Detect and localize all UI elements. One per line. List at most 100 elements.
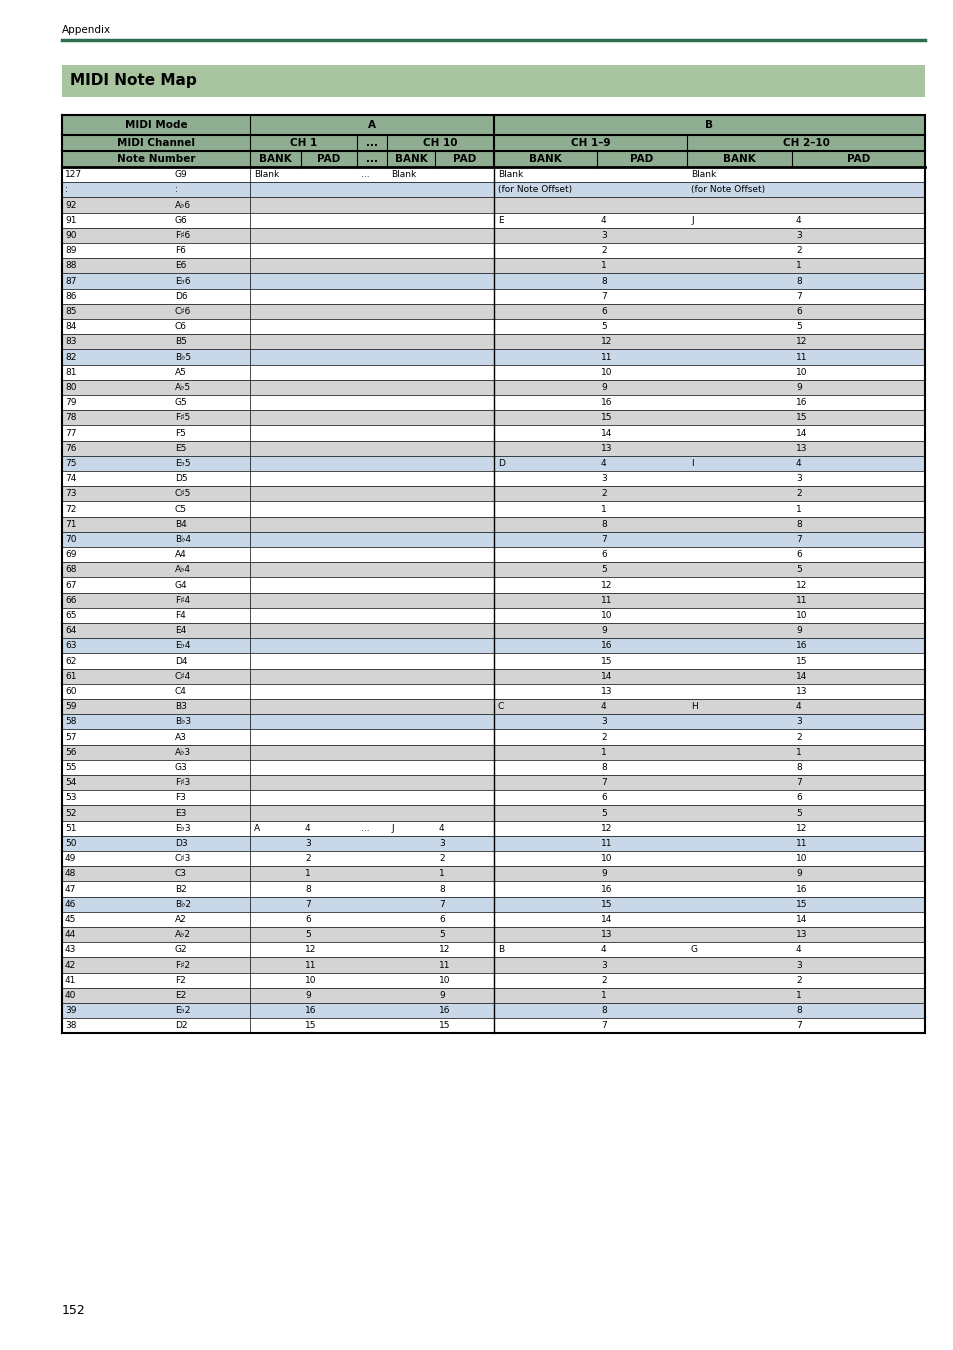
Text: B♭3: B♭3 xyxy=(174,717,191,726)
Text: 5: 5 xyxy=(795,809,801,818)
Text: 15: 15 xyxy=(795,899,806,909)
Text: 1: 1 xyxy=(600,748,606,757)
Text: E: E xyxy=(497,216,503,224)
Text: 16: 16 xyxy=(795,884,806,894)
Text: 9: 9 xyxy=(795,869,801,879)
Text: B♭2: B♭2 xyxy=(174,899,191,909)
Bar xyxy=(62,258,924,274)
Text: 8: 8 xyxy=(600,763,606,772)
Text: 12: 12 xyxy=(795,824,806,833)
Text: 2: 2 xyxy=(795,246,801,255)
Text: 14: 14 xyxy=(795,428,806,437)
Text: E♭5: E♭5 xyxy=(174,459,191,468)
Text: 58: 58 xyxy=(65,717,76,726)
Text: 4: 4 xyxy=(600,702,606,711)
Text: CH 2–10: CH 2–10 xyxy=(781,138,828,148)
Text: D2: D2 xyxy=(174,1022,188,1030)
Text: 85: 85 xyxy=(65,306,76,316)
Text: 67: 67 xyxy=(65,580,76,590)
Bar xyxy=(62,350,924,365)
Bar xyxy=(62,379,924,396)
Text: 1: 1 xyxy=(600,262,606,270)
Text: 87: 87 xyxy=(65,277,76,285)
Text: D4: D4 xyxy=(174,656,188,666)
Bar xyxy=(62,653,924,668)
Text: 15: 15 xyxy=(600,899,612,909)
Text: 66: 66 xyxy=(65,595,76,605)
Text: 7: 7 xyxy=(600,535,606,544)
Text: G2: G2 xyxy=(174,945,188,954)
Text: 13: 13 xyxy=(600,444,612,452)
Text: 38: 38 xyxy=(65,1022,76,1030)
Text: 45: 45 xyxy=(65,915,76,923)
Bar xyxy=(62,212,924,228)
Text: BANK: BANK xyxy=(259,154,292,163)
Text: 2: 2 xyxy=(305,855,311,863)
Text: 41: 41 xyxy=(65,976,76,984)
Bar xyxy=(62,942,924,957)
Text: 1: 1 xyxy=(600,991,606,1000)
Text: C4: C4 xyxy=(174,687,187,695)
Bar xyxy=(62,319,924,335)
Text: 15: 15 xyxy=(795,413,806,423)
Text: 80: 80 xyxy=(65,383,76,392)
Text: 79: 79 xyxy=(65,398,76,408)
Text: 88: 88 xyxy=(65,262,76,270)
Text: D5: D5 xyxy=(174,474,188,483)
Text: G9: G9 xyxy=(174,170,188,180)
Text: 7: 7 xyxy=(795,778,801,787)
Bar xyxy=(62,410,924,425)
Text: 1: 1 xyxy=(600,505,606,513)
Bar xyxy=(62,684,924,699)
Text: 15: 15 xyxy=(305,1022,316,1030)
Text: 11: 11 xyxy=(795,595,806,605)
Text: 86: 86 xyxy=(65,292,76,301)
Text: F♯5: F♯5 xyxy=(174,413,190,423)
Text: 4: 4 xyxy=(438,824,444,833)
Text: 54: 54 xyxy=(65,778,76,787)
Bar xyxy=(62,65,924,97)
Text: A♭3: A♭3 xyxy=(174,748,191,757)
Bar xyxy=(62,182,924,197)
Text: 10: 10 xyxy=(795,367,806,377)
Text: 11: 11 xyxy=(795,352,806,362)
Text: 2: 2 xyxy=(600,489,606,498)
Bar xyxy=(62,517,924,532)
Text: B♭4: B♭4 xyxy=(174,535,191,544)
Text: 11: 11 xyxy=(600,352,612,362)
Text: A2: A2 xyxy=(174,915,187,923)
Text: 74: 74 xyxy=(65,474,76,483)
Text: 5: 5 xyxy=(305,930,311,940)
Text: Blank: Blank xyxy=(690,170,716,180)
Text: 3: 3 xyxy=(795,231,801,240)
Text: 13: 13 xyxy=(600,930,612,940)
Text: BANK: BANK xyxy=(395,154,427,163)
Text: ...: ... xyxy=(366,138,377,148)
Text: 69: 69 xyxy=(65,549,76,559)
Text: A♭5: A♭5 xyxy=(174,383,191,392)
Text: I: I xyxy=(690,459,693,468)
Text: 3: 3 xyxy=(600,717,606,726)
Text: D: D xyxy=(497,459,504,468)
Text: 10: 10 xyxy=(438,976,450,984)
Text: 2: 2 xyxy=(795,489,801,498)
Text: F♯2: F♯2 xyxy=(174,960,190,969)
Text: 44: 44 xyxy=(65,930,76,940)
Text: G5: G5 xyxy=(174,398,188,408)
Text: C5: C5 xyxy=(174,505,187,513)
Text: 47: 47 xyxy=(65,884,76,894)
Text: 127: 127 xyxy=(65,170,82,180)
Bar xyxy=(62,882,924,896)
Bar xyxy=(62,532,924,547)
Bar xyxy=(62,760,924,775)
Text: 6: 6 xyxy=(438,915,444,923)
Text: 6: 6 xyxy=(600,306,606,316)
Bar xyxy=(62,608,924,622)
Bar xyxy=(62,562,924,578)
Text: 50: 50 xyxy=(65,838,76,848)
Text: 6: 6 xyxy=(795,549,801,559)
Bar xyxy=(62,364,924,379)
Bar xyxy=(62,151,924,167)
Text: 3: 3 xyxy=(795,960,801,969)
Text: 7: 7 xyxy=(600,778,606,787)
